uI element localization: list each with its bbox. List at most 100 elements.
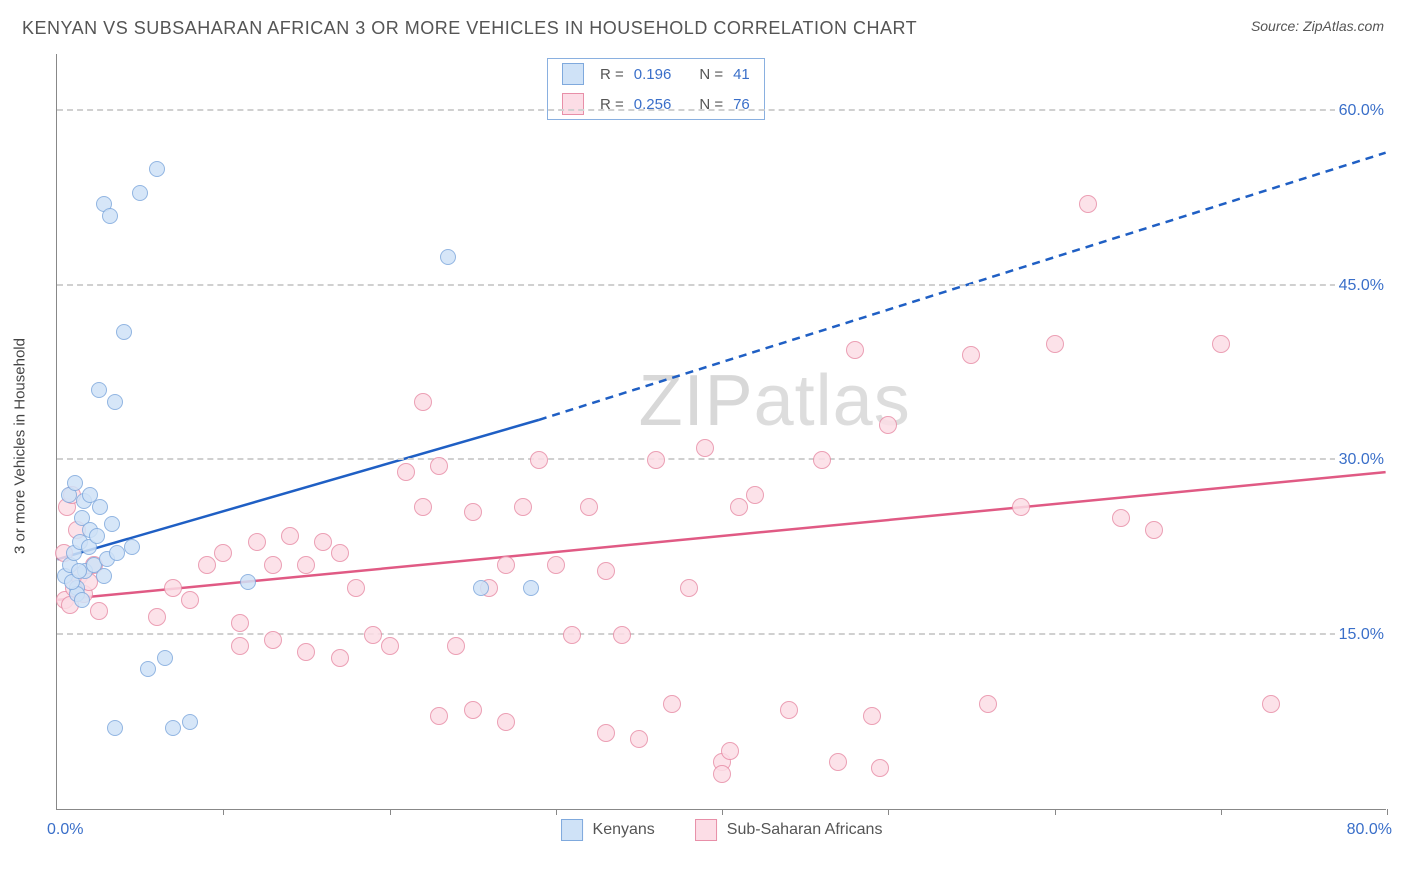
data-point [1112,509,1130,527]
data-point [547,556,565,574]
data-point [67,475,83,491]
data-point [281,527,299,545]
r-value: 0.196 [634,66,672,83]
data-point [647,451,665,469]
data-point [96,568,112,584]
chart-title: KENYAN VS SUBSAHARAN AFRICAN 3 OR MORE V… [22,18,917,39]
data-point [663,695,681,713]
data-point [813,451,831,469]
y-tick-label: 60.0% [1335,102,1388,120]
data-point [497,556,515,574]
x-tick [1221,809,1222,815]
data-point [464,701,482,719]
source-name: ZipAtlas.com [1303,18,1384,34]
r-label: R = [600,66,624,83]
gridline [57,633,1386,635]
data-point [248,533,266,551]
data-point [181,591,199,609]
data-point [107,394,123,410]
x-tick [1055,809,1056,815]
data-point [597,562,615,580]
data-point [297,643,315,661]
data-point [746,486,764,504]
data-point [240,574,256,590]
data-point [71,563,87,579]
data-point [414,393,432,411]
trend-lines-layer [57,54,1386,809]
data-point [1262,695,1280,713]
data-point [116,324,132,340]
data-point [696,439,714,457]
data-point [580,498,598,516]
x-tick [1387,809,1388,815]
source-attribution: Source: ZipAtlas.com [1251,18,1384,34]
x-tick [722,809,723,815]
data-point [397,463,415,481]
data-point [1212,335,1230,353]
data-point [102,208,118,224]
data-point [1079,195,1097,213]
data-point [109,545,125,561]
data-point [107,720,123,736]
data-point [364,626,382,644]
data-point [879,416,897,434]
legend-swatch [695,819,717,841]
source-prefix: Source: [1251,18,1303,34]
y-tick-label: 45.0% [1335,277,1388,295]
data-point [157,650,173,666]
data-point [74,592,90,608]
gridline [57,458,1386,460]
chart-header: KENYAN VS SUBSAHARAN AFRICAN 3 OR MORE V… [0,0,1406,49]
data-point [132,185,148,201]
data-point [497,713,515,731]
legend-row: R =0.196N =41 [548,59,764,89]
data-point [863,707,881,725]
gridline [57,109,1386,111]
legend-swatch [562,63,584,85]
data-point [140,661,156,677]
n-value: 41 [733,66,750,83]
data-point [430,457,448,475]
data-point [1012,498,1030,516]
data-point [523,580,539,596]
x-axis-min-label: 0.0% [47,821,83,839]
data-point [164,579,182,597]
gridline [57,284,1386,286]
legend-label: Sub-Saharan Africans [727,821,883,839]
data-point [563,626,581,644]
data-point [430,707,448,725]
legend-swatch [561,819,583,841]
data-point [314,533,332,551]
data-point [198,556,216,574]
data-point [447,637,465,655]
data-point [231,614,249,632]
data-point [530,451,548,469]
legend-item: Kenyans [561,819,655,841]
data-point [440,249,456,265]
legend-label: Kenyans [593,821,655,839]
y-axis-label: 3 or more Vehicles in Household [12,338,29,554]
data-point [597,724,615,742]
data-point [82,487,98,503]
data-point [104,516,120,532]
data-point [331,649,349,667]
data-point [165,720,181,736]
data-point [871,759,889,777]
data-point [473,580,489,596]
data-point [414,498,432,516]
y-tick-label: 15.0% [1335,626,1388,644]
data-point [780,701,798,719]
watermark-text: ZIPatlas [639,360,911,442]
data-point [91,382,107,398]
data-point [331,544,349,562]
data-point [721,742,739,760]
legend-item: Sub-Saharan Africans [695,819,883,841]
data-point [124,539,140,555]
data-point [630,730,648,748]
data-point [264,631,282,649]
data-point [1046,335,1064,353]
data-point [90,602,108,620]
x-axis-max-label: 80.0% [1347,821,1392,839]
data-point [214,544,232,562]
y-tick-label: 30.0% [1335,451,1388,469]
